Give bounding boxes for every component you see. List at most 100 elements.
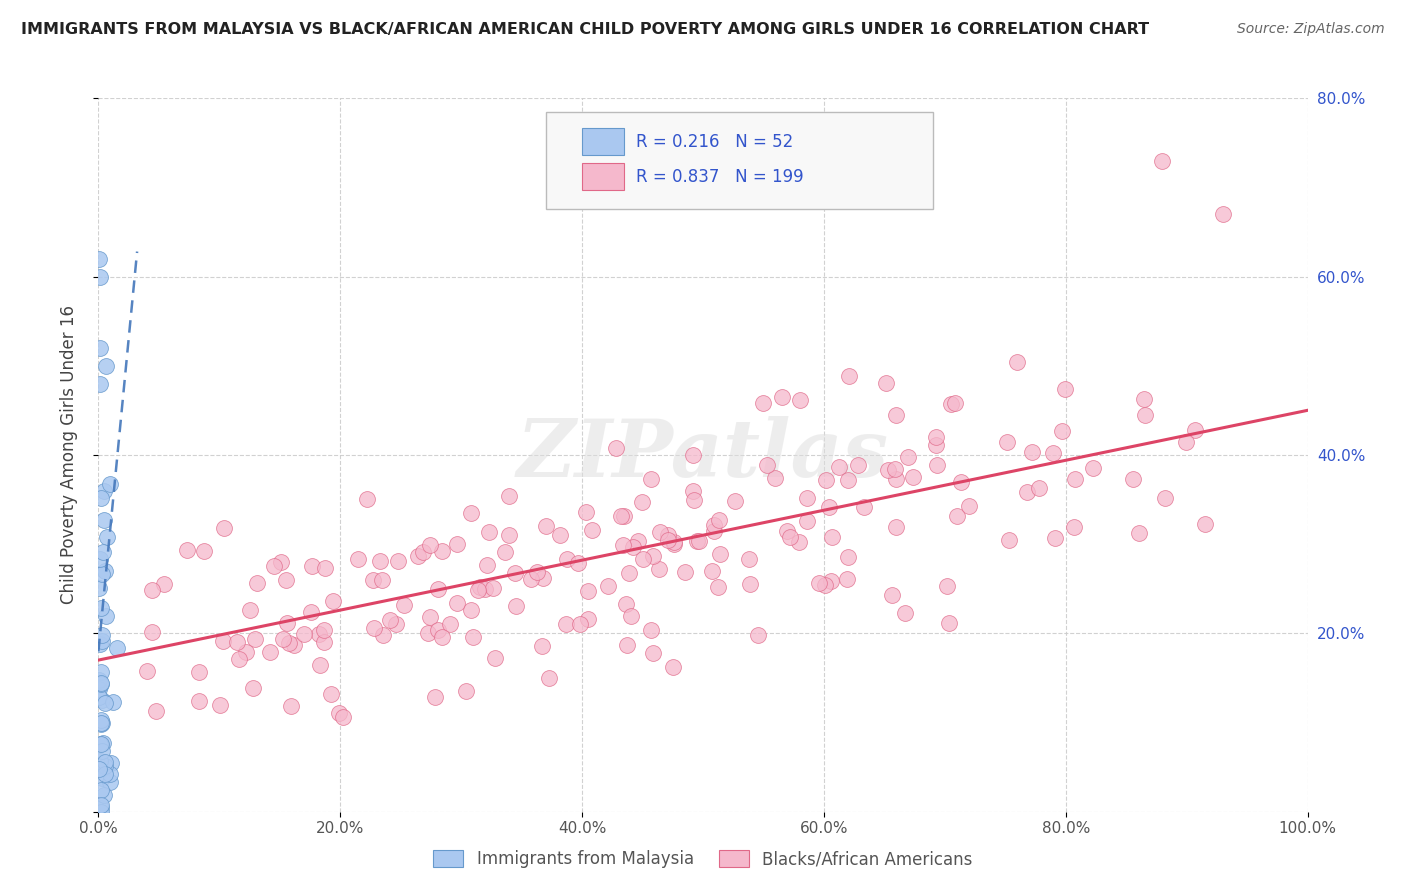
Point [193, 544, 215, 558]
Point [1015, 485, 1038, 500]
Point [837, 573, 859, 587]
Point [1133, 408, 1156, 422]
Y-axis label: Child Poverty Among Girls Under 16: Child Poverty Among Girls Under 16 [59, 305, 77, 605]
Point [356, 492, 378, 507]
Point [494, 545, 516, 559]
Point [419, 610, 441, 624]
Point [87, 690, 110, 705]
Point [89, 269, 111, 284]
Point [820, 574, 842, 588]
Point [619, 609, 641, 624]
Point [90, 713, 112, 727]
Point [141, 625, 163, 640]
Point [98, 775, 121, 789]
Point [596, 579, 619, 593]
Point [478, 524, 501, 539]
Point [548, 528, 571, 542]
Point [723, 494, 745, 508]
Point [662, 537, 685, 551]
Point [187, 694, 209, 708]
Point [612, 538, 634, 552]
Point [576, 612, 599, 626]
Point [96, 530, 118, 544]
Point [481, 581, 503, 595]
Point [98, 476, 121, 491]
Point [314, 561, 336, 575]
Point [1005, 354, 1028, 368]
Point [314, 623, 336, 637]
Point [640, 472, 662, 486]
Point [90, 665, 112, 680]
Point [228, 652, 250, 666]
Point [93, 767, 115, 781]
Point [682, 448, 704, 462]
Point [89, 763, 111, 777]
Point [657, 533, 679, 547]
Point [259, 645, 281, 659]
Point [614, 597, 637, 611]
Point [1054, 382, 1077, 396]
Point [90, 737, 112, 751]
Point [640, 623, 662, 637]
Point [763, 471, 786, 485]
Point [779, 530, 801, 544]
Point [706, 580, 728, 594]
Point [530, 640, 553, 654]
Point [90, 717, 112, 731]
Point [818, 500, 841, 514]
Point [90, 771, 112, 785]
FancyBboxPatch shape [546, 112, 932, 209]
Point [938, 615, 960, 630]
Point [470, 580, 492, 594]
Point [101, 695, 124, 709]
Point [1050, 424, 1073, 438]
Point [270, 555, 292, 569]
Point [312, 634, 335, 648]
Point [211, 633, 233, 648]
Text: R = 0.216   N = 52: R = 0.216 N = 52 [637, 133, 794, 151]
Point [619, 566, 641, 580]
Point [96, 609, 118, 624]
Point [89, 376, 111, 391]
Point [276, 616, 298, 631]
Point [212, 521, 235, 535]
Point [789, 392, 811, 407]
Point [925, 458, 948, 473]
Point [846, 458, 869, 473]
Point [426, 623, 449, 637]
Point [309, 658, 332, 673]
Point [837, 550, 859, 565]
Point [385, 616, 408, 631]
FancyBboxPatch shape [582, 163, 624, 190]
Point [467, 583, 489, 598]
Point [93, 483, 115, 498]
FancyBboxPatch shape [582, 128, 624, 155]
Point [93, 788, 115, 802]
Point [613, 508, 636, 523]
Point [536, 519, 558, 533]
Point [292, 627, 315, 641]
Point [456, 683, 478, 698]
Point [93, 564, 115, 578]
Point [430, 630, 453, 644]
Point [949, 475, 972, 489]
Point [503, 566, 526, 581]
Point [946, 509, 969, 524]
Point [1133, 392, 1156, 406]
Point [94, 696, 117, 710]
Point [346, 552, 368, 566]
Point [87, 581, 110, 595]
Point [688, 534, 710, 549]
Point [703, 524, 725, 538]
Point [321, 687, 343, 701]
Point [1083, 461, 1105, 475]
Point [90, 716, 112, 731]
Point [1063, 520, 1085, 534]
Point [412, 544, 434, 558]
Point [531, 571, 554, 585]
Point [648, 524, 671, 539]
Point [263, 558, 285, 573]
Point [87, 252, 110, 266]
Point [105, 640, 128, 655]
Point [91, 566, 114, 581]
